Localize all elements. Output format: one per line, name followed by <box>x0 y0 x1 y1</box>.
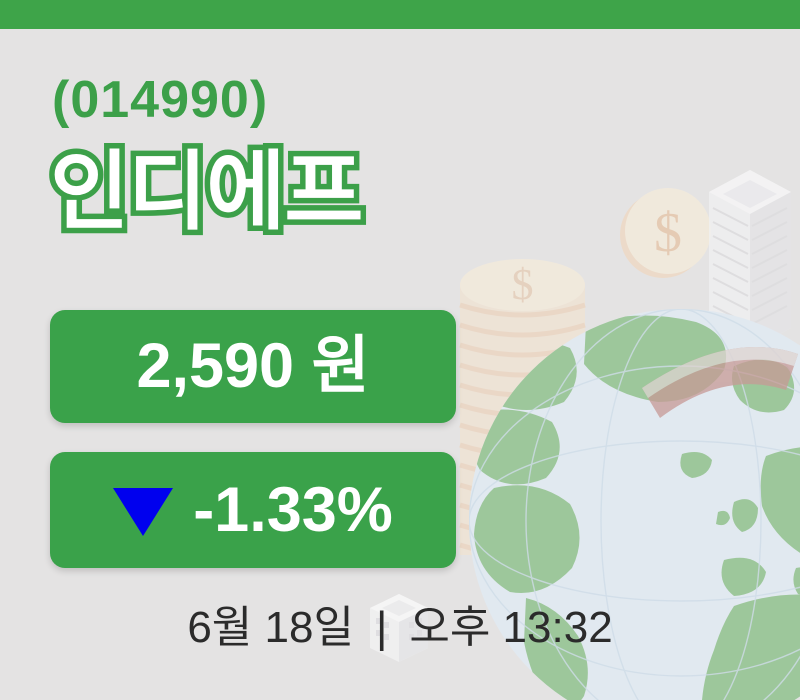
price-badge: 2,590 원 <box>50 310 456 423</box>
change-badge: -1.33% <box>50 452 456 568</box>
company-name: 인디에프 <box>44 140 369 244</box>
dollar-coin-icon: $ <box>620 188 711 278</box>
top-accent-bar <box>0 0 800 29</box>
price-value: 2,590 원 <box>136 331 370 401</box>
skyscraper-icon <box>709 170 791 350</box>
svg-text:$: $ <box>654 202 682 264</box>
quote-date: 6월 18일 <box>187 603 354 652</box>
datetime-row: 6월 18일 | 오후 13:32 <box>0 606 800 650</box>
coin-stack-icon: $ <box>459 259 586 558</box>
change-percent-value: -1.33% <box>193 474 393 545</box>
ticker-code: (014990) <box>52 71 269 129</box>
svg-text:$: $ <box>512 260 534 309</box>
triangle-down-icon <box>113 488 174 536</box>
quote-time: 오후 13:32 <box>409 603 613 652</box>
datetime-separator: | <box>375 603 388 652</box>
